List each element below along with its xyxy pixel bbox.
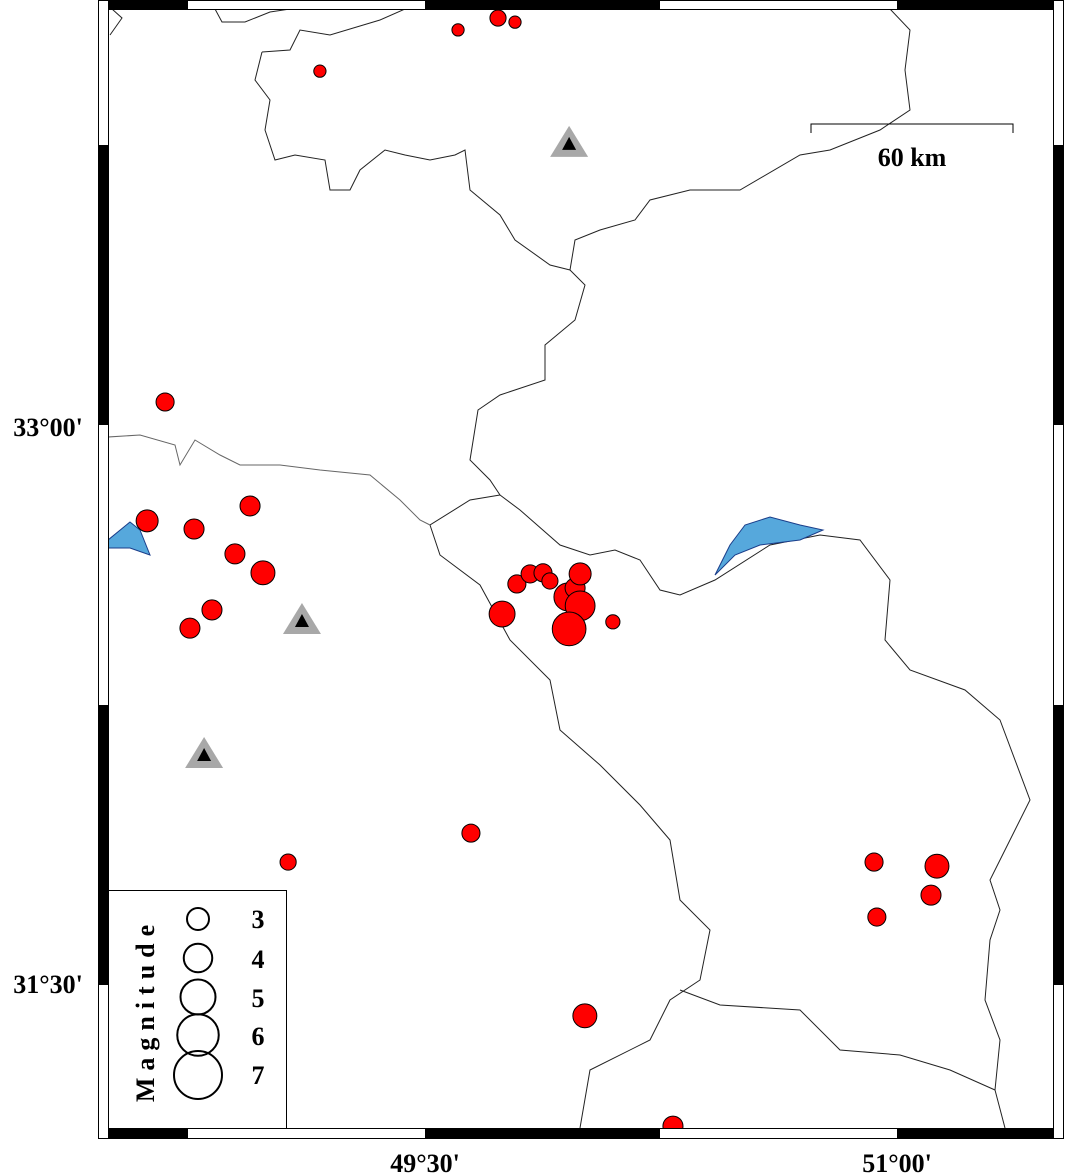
earthquake-event xyxy=(489,10,507,27)
legend-label-3: 3 xyxy=(252,905,265,934)
earthquake-event xyxy=(864,852,884,872)
earthquake-event xyxy=(662,1115,684,1128)
legend-label-6: 6 xyxy=(252,1022,265,1051)
legend-label-7: 7 xyxy=(252,1061,265,1090)
lat-label-31-30: 31°30' xyxy=(13,970,83,999)
earthquake-event xyxy=(179,617,201,639)
earthquake-event xyxy=(541,572,559,590)
lake-west xyxy=(109,521,151,556)
earthquake-event xyxy=(155,392,175,412)
earthquake-event xyxy=(508,15,522,29)
station-triangle-icon xyxy=(550,125,589,157)
earthquake-event xyxy=(201,599,223,621)
earthquake-event xyxy=(451,23,465,37)
lake-east xyxy=(714,516,825,576)
legend-circle-6 xyxy=(176,1013,220,1057)
station-triangle-icon xyxy=(185,737,224,769)
province-borders xyxy=(109,10,1031,1128)
earthquake-event xyxy=(507,574,527,594)
earthquake-event xyxy=(568,562,592,586)
earthquake-event xyxy=(313,64,327,78)
magnitude-legend: Magnitude 3 4 5 6 7 xyxy=(108,890,287,1129)
earthquake-event xyxy=(572,1003,598,1029)
legend-label-4: 4 xyxy=(252,945,265,974)
earthquake-event xyxy=(250,560,276,586)
earthquake-event xyxy=(488,600,516,628)
lon-label-49-30: 49°30' xyxy=(390,1149,460,1176)
scale-bar: 60 km xyxy=(810,123,1014,172)
earthquake-event xyxy=(920,884,942,906)
earthquake-event xyxy=(224,543,246,565)
legend-label-5: 5 xyxy=(252,984,265,1013)
earthquake-event xyxy=(461,823,481,843)
frame-ticks xyxy=(98,0,1064,1138)
earthquake-event xyxy=(239,495,261,517)
earthquake-events xyxy=(135,10,950,1128)
station-triangle-icon xyxy=(282,602,321,634)
earthquake-event xyxy=(551,611,587,647)
earthquake-event xyxy=(867,907,887,927)
legend-circle-3 xyxy=(186,907,210,931)
earthquake-event xyxy=(279,853,297,871)
lakes xyxy=(109,516,825,576)
legend-circle-4 xyxy=(182,942,214,974)
scale-bar-label: 60 km xyxy=(878,143,947,172)
lon-label-51-00: 51°00' xyxy=(862,1149,932,1176)
seismic-stations xyxy=(185,125,589,769)
earthquake-event xyxy=(605,614,621,630)
legend-circle-7 xyxy=(173,1050,223,1100)
earthquake-event xyxy=(183,518,205,540)
lat-label-33-00: 33°00' xyxy=(13,413,83,442)
legend-title: Magnitude xyxy=(131,918,160,1102)
earthquake-event xyxy=(135,509,159,533)
earthquake-event xyxy=(924,853,950,879)
